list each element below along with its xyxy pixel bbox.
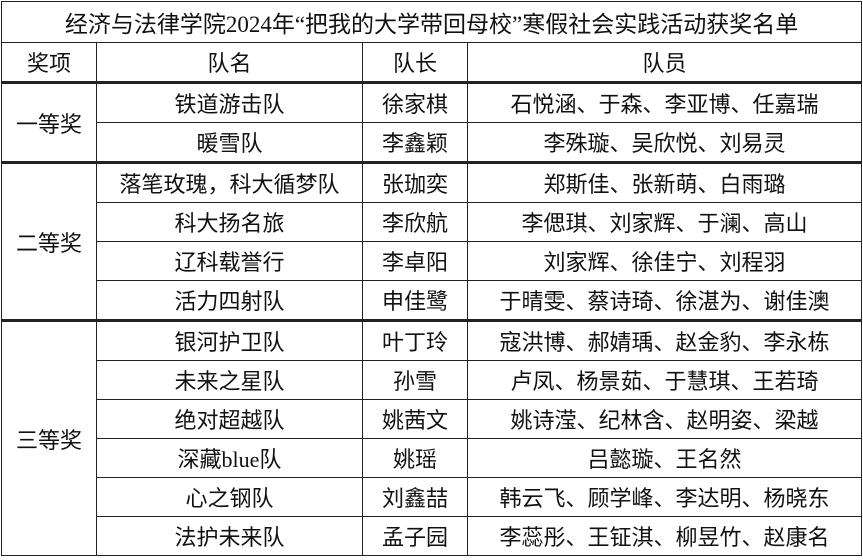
- team-leader: 孟子园: [362, 516, 468, 556]
- table-row: 三等奖 银河护卫队 叶丁玲 寇洪博、郝婧瑀、赵金豹、李永栋: [1, 319, 863, 556]
- table-title: 经济与法律学院2024年“把我的大学带回母校”寒假社会实践活动获奖名单: [0, 1, 863, 43]
- table-row: 暖雪队 李鑫颖 李殊璇、吴欣悦、刘易灵: [2, 122, 863, 163]
- team-leader: 李卓阳: [362, 241, 468, 281]
- team-members: 刘家辉、徐佳宁、刘程羽: [466, 241, 863, 281]
- table-row: 绝对超越队 姚茜文 姚诗滢、纪林含、赵明姿、梁越: [2, 399, 863, 439]
- team-members: 吕懿璇、王名然: [466, 438, 863, 478]
- header-award: 奖项: [1, 42, 97, 83]
- team-leader: 张珈奕: [362, 161, 468, 203]
- team-name: 科大扬名旅: [96, 202, 363, 242]
- team-leader: 孙雪: [362, 360, 468, 400]
- team-leader: 申佳鹭: [362, 280, 468, 321]
- team-members: 李偲琪、刘家辉、于澜、高山: [466, 202, 863, 242]
- team-name: 落笔玫瑰，科大循梦队: [96, 161, 363, 203]
- team-leader: 叶丁玲: [362, 319, 468, 361]
- table-row: 心之钢队 刘鑫喆 韩云飞、顾学峰、李达明、杨晓东: [2, 477, 863, 517]
- table-row: 二等奖 落笔玫瑰，科大循梦队 张珈奕 郑斯佳、张新萌、白雨璐: [1, 161, 863, 321]
- team-name: 未来之星队: [96, 360, 363, 400]
- team-name: 心之钢队: [96, 477, 363, 517]
- team-leader: 徐家棋: [362, 81, 468, 123]
- team-members: 姚诗滢、纪林含、赵明姿、梁越: [466, 399, 863, 439]
- table-row: 活力四射队 申佳鹭 于晴雯、蔡诗琦、徐湛为、谢佳澳: [2, 280, 863, 321]
- team-members: 于晴雯、蔡诗琦、徐湛为、谢佳澳: [466, 280, 863, 321]
- header-team: 队名: [96, 42, 363, 83]
- team-members: 李殊璇、吴欣悦、刘易灵: [466, 122, 863, 163]
- table-row: 深藏blue队 姚瑶 吕懿璇、王名然: [2, 438, 863, 478]
- header-row: 奖项 队名 队长 队员: [1, 42, 863, 83]
- table-row: 辽科载誉行 李卓阳 刘家辉、徐佳宁、刘程羽: [2, 241, 863, 281]
- table-row: 科大扬名旅 李欣航 李偲琪、刘家辉、于澜、高山: [2, 202, 863, 242]
- team-name: 法护未来队: [96, 516, 363, 556]
- team-leader: 李鑫颖: [362, 122, 468, 163]
- table-row: 未来之星队 孙雪 卢凤、杨景茹、于慧琪、王若琦: [2, 360, 863, 400]
- award-level: 三等奖: [1, 319, 97, 556]
- team-name: 辽科载誉行: [96, 241, 363, 281]
- award-level: 一等奖: [1, 81, 97, 163]
- team-members: 卢凤、杨景茹、于慧琪、王若琦: [466, 360, 863, 400]
- team-members: 郑斯佳、张新萌、白雨璐: [466, 161, 863, 203]
- team-leader: 姚茜文: [362, 399, 468, 439]
- team-members: 韩云飞、顾学峰、李达明、杨晓东: [466, 477, 863, 517]
- table-row: 法护未来队 孟子园 李蕊彤、王钲淇、柳昱竹、赵康名: [2, 516, 863, 556]
- header-members: 队员: [466, 42, 863, 83]
- team-name: 活力四射队: [96, 280, 363, 321]
- team-members: 李蕊彤、王钲淇、柳昱竹、赵康名: [466, 516, 863, 556]
- team-members: 寇洪博、郝婧瑀、赵金豹、李永栋: [466, 319, 863, 361]
- team-leader: 姚瑶: [362, 438, 468, 478]
- header-leader: 队长: [362, 42, 468, 83]
- team-name: 暖雪队: [96, 122, 363, 163]
- team-name: 铁道游击队: [96, 81, 363, 123]
- team-name: 绝对超越队: [96, 399, 363, 439]
- team-leader: 李欣航: [362, 202, 468, 242]
- team-name: 银河护卫队: [96, 319, 363, 361]
- team-leader: 刘鑫喆: [362, 477, 468, 517]
- award-level: 二等奖: [1, 161, 97, 321]
- team-members: 石悦涵、于森、李亚博、任嘉瑞: [466, 81, 863, 123]
- table-row: 一等奖 铁道游击队 徐家棋 石悦涵、于森、李亚博、任嘉瑞: [1, 81, 863, 163]
- team-name: 深藏blue队: [96, 438, 363, 478]
